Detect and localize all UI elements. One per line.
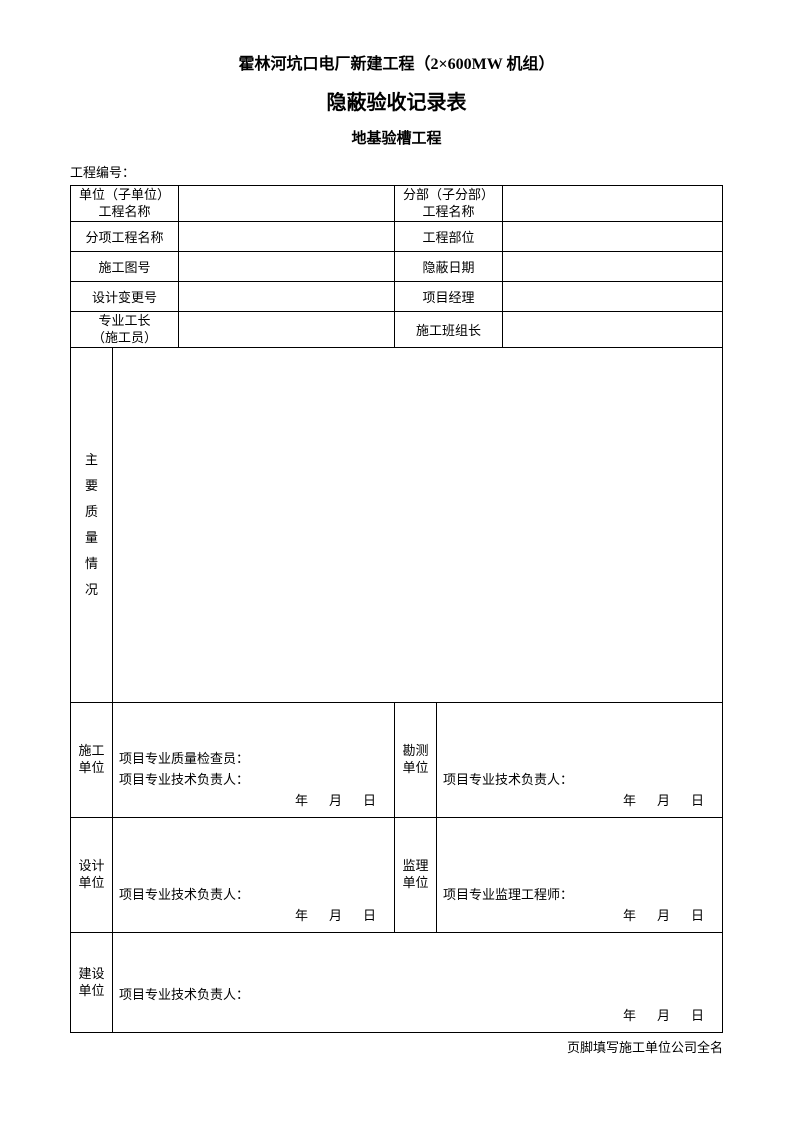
drawing-number-label: 施工图号	[71, 252, 179, 282]
survey-sig-cell[interactable]: 项目专业技术负责人： 年 月 日	[437, 703, 723, 818]
unit-name-label-line2: 工程名称	[98, 204, 150, 219]
info-row-2: 分项工程名称 工程部位	[71, 222, 723, 252]
sub-title: 地基验槽工程	[70, 127, 723, 148]
foreman-label: 专业工长 （施工员）	[71, 312, 179, 348]
project-part-label: 工程部位	[395, 222, 503, 252]
survey-date: 年 月 日	[443, 790, 716, 809]
construction-label-line2: 单位	[78, 760, 104, 775]
branch-name-label-line1: 分部（子分部）	[403, 187, 494, 202]
unit-name-label: 单位（子单位） 工程名称	[71, 186, 179, 222]
owner-label-line2: 单位	[78, 983, 104, 998]
construction-sig-cell[interactable]: 项目专业质量检查员： 项目专业技术负责人： 年 月 日	[113, 703, 395, 818]
project-number-label: 工程编号：	[70, 162, 723, 181]
sig-row-design-supervision: 设计 单位 项目专业技术负责人： 年 月 日 监理 单位 项目专业监理工程师： …	[71, 818, 723, 933]
construction-label-line1: 施工	[78, 743, 104, 758]
sig-row-owner: 建设 单位 项目专业技术负责人： 年 月 日	[71, 933, 723, 1033]
team-leader-label: 施工班组长	[395, 312, 503, 348]
foreman-label-line1: 专业工长	[98, 313, 150, 328]
design-sig-cell[interactable]: 项目专业技术负责人： 年 月 日	[113, 818, 395, 933]
main-title: 隐蔽验收记录表	[70, 86, 723, 115]
construction-sig-line2: 项目专业技术负责人：	[119, 769, 388, 788]
supervision-sig-cell[interactable]: 项目专业监理工程师： 年 月 日	[437, 818, 723, 933]
survey-label-line1: 勘测	[402, 743, 428, 758]
unit-name-label-line1: 单位（子单位）	[79, 187, 170, 202]
owner-date: 年 月 日	[119, 1005, 716, 1024]
foreman-value[interactable]	[179, 312, 395, 348]
supervision-label-line1: 监理	[402, 858, 428, 873]
design-date: 年 月 日	[119, 905, 388, 924]
project-part-value[interactable]	[503, 222, 723, 252]
unit-name-value[interactable]	[179, 186, 395, 222]
concealment-date-label: 隐蔽日期	[395, 252, 503, 282]
survey-unit-label: 勘测 单位	[395, 703, 437, 818]
sub-project-label: 分项工程名称	[71, 222, 179, 252]
concealment-date-value[interactable]	[503, 252, 723, 282]
design-label-line1: 设计	[78, 858, 104, 873]
info-row-5: 专业工长 （施工员） 施工班组长	[71, 312, 723, 348]
info-row-3: 施工图号 隐蔽日期	[71, 252, 723, 282]
footer-note: 页脚填写施工单位公司全名	[70, 1037, 723, 1056]
design-unit-label: 设计 单位	[71, 818, 113, 933]
owner-label-line1: 建设	[78, 966, 104, 981]
project-manager-label: 项目经理	[395, 282, 503, 312]
project-header-title: 霍林河坑口电厂新建工程（2×600MW 机组）	[70, 50, 723, 74]
main-form-table: 单位（子单位） 工程名称 分部（子分部） 工程名称 分项工程名称 工程部位 施工…	[70, 185, 723, 1033]
survey-label-line2: 单位	[402, 760, 428, 775]
construction-unit-label: 施工 单位	[71, 703, 113, 818]
team-leader-value[interactable]	[503, 312, 723, 348]
project-manager-value[interactable]	[503, 282, 723, 312]
construction-date: 年 月 日	[119, 790, 388, 809]
quality-label: 主要质量情况	[71, 348, 113, 703]
quality-row: 主要质量情况	[71, 348, 723, 703]
owner-sig-cell[interactable]: 项目专业技术负责人： 年 月 日	[113, 933, 723, 1033]
sig-row-construction-survey: 施工 单位 项目专业质量检查员： 项目专业技术负责人： 年 月 日 勘测 单位 …	[71, 703, 723, 818]
drawing-number-value[interactable]	[179, 252, 395, 282]
design-change-label: 设计变更号	[71, 282, 179, 312]
owner-sig-line1: 项目专业技术负责人：	[119, 984, 716, 1003]
quality-label-text: 主要质量情况	[85, 447, 98, 603]
survey-sig-line1: 项目专业技术负责人：	[443, 769, 716, 788]
supervision-date: 年 月 日	[443, 905, 716, 924]
foreman-label-line2: （施工员）	[92, 330, 157, 345]
sub-project-value[interactable]	[179, 222, 395, 252]
owner-unit-label: 建设 单位	[71, 933, 113, 1033]
quality-content[interactable]	[113, 348, 723, 703]
design-sig-line1: 项目专业技术负责人：	[119, 884, 388, 903]
design-label-line2: 单位	[78, 875, 104, 890]
branch-name-value[interactable]	[503, 186, 723, 222]
branch-name-label-line2: 工程名称	[422, 204, 474, 219]
branch-name-label: 分部（子分部） 工程名称	[395, 186, 503, 222]
supervision-label-line2: 单位	[402, 875, 428, 890]
supervision-sig-line1: 项目专业监理工程师：	[443, 884, 716, 903]
info-row-4: 设计变更号 项目经理	[71, 282, 723, 312]
supervision-unit-label: 监理 单位	[395, 818, 437, 933]
design-change-value[interactable]	[179, 282, 395, 312]
info-row-1: 单位（子单位） 工程名称 分部（子分部） 工程名称	[71, 186, 723, 222]
construction-sig-line1: 项目专业质量检查员：	[119, 748, 388, 767]
